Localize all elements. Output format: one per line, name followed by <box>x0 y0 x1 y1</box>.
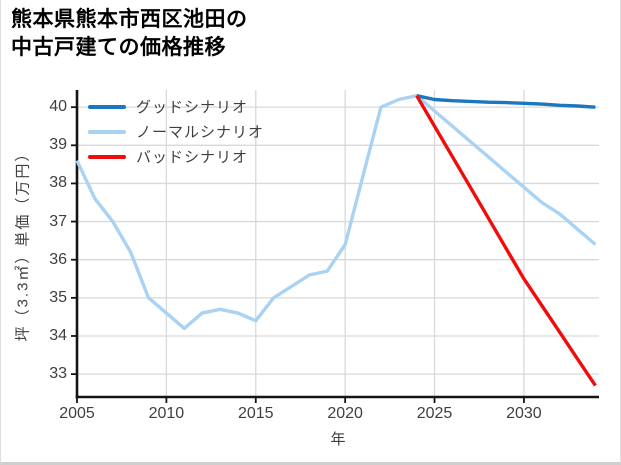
y-tick-label: 40 <box>49 98 67 116</box>
y-tick-label: 38 <box>49 174 67 192</box>
legend-label-bad: バッドシナリオ <box>136 149 249 166</box>
x-tick-label: 2015 <box>237 405 274 422</box>
good-scenario-line-icon <box>88 104 126 109</box>
y-tick-label: 39 <box>49 136 67 154</box>
y-tick-label: 35 <box>49 288 67 306</box>
legend-label-normal: ノーマルシナリオ <box>136 124 265 141</box>
series-line-normal-scenario <box>75 93 597 331</box>
y-tick-label: 34 <box>49 326 67 344</box>
chart-title: 熊本県熊本市西区池田の 中古戸建ての価格推移 <box>11 6 248 62</box>
x-tick-label: 2025 <box>416 405 453 422</box>
x-tick-label: 2005 <box>59 405 95 422</box>
legend-item-normal-scenario: ノーマルシナリオ <box>88 119 264 144</box>
x-axis-label: 年 <box>330 431 346 448</box>
chart-legend: グッドシナリオ ノーマルシナリオ バッドシナリオ <box>88 94 264 169</box>
legend-item-good-scenario: グッドシナリオ <box>88 94 264 119</box>
x-tick-label: 2030 <box>506 405 542 422</box>
chart-title-line1: 熊本県熊本市西区池田の <box>11 8 248 31</box>
x-tick-label: 2010 <box>148 405 185 422</box>
y-tick-label: 37 <box>49 212 67 230</box>
y-tick-label: 33 <box>49 365 67 383</box>
normal-scenario-line-icon <box>88 129 126 134</box>
x-tick-label: 2020 <box>327 405 363 422</box>
y-tick-label: 36 <box>49 250 67 268</box>
y-axis-label: 坪（3.3㎡）単価（万円） <box>14 144 32 342</box>
series-line-good-scenario <box>416 94 596 109</box>
chart-title-line2: 中古戸建ての価格推移 <box>11 36 226 59</box>
series-line-bad-scenario <box>415 94 597 387</box>
bad-scenario-line-icon <box>88 154 126 159</box>
legend-label-good: グッドシナリオ <box>136 99 249 116</box>
legend-item-bad-scenario: バッドシナリオ <box>88 144 264 169</box>
